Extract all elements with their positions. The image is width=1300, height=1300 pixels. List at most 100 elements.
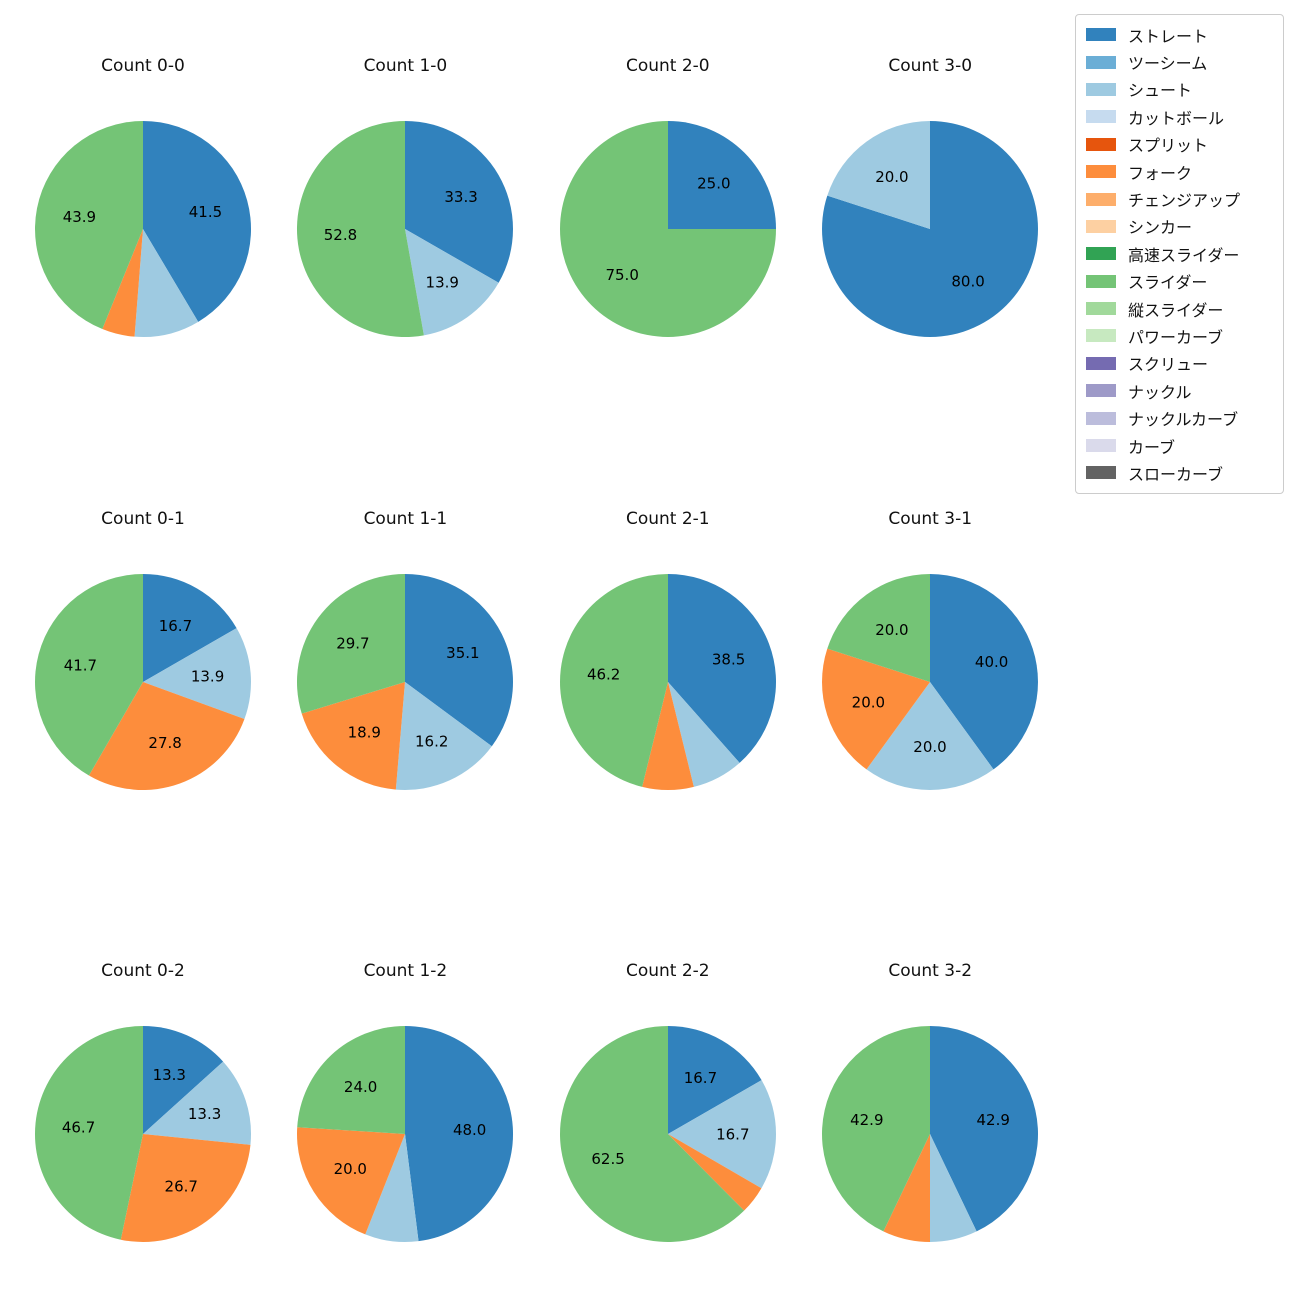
legend-label: スプリット bbox=[1128, 136, 1209, 156]
pie-slice-label: 13.3 bbox=[188, 1105, 221, 1123]
pie-slice-3 bbox=[297, 1026, 406, 1134]
legend-swatch-icon bbox=[1086, 192, 1116, 206]
pie-slice-2 bbox=[297, 120, 425, 337]
pie-slice-label: 16.7 bbox=[159, 617, 192, 635]
chart-title: Count 1-2 bbox=[363, 961, 448, 981]
pie-slice-label: 16.7 bbox=[716, 1125, 749, 1143]
legend-swatch-icon bbox=[1086, 411, 1116, 425]
pie-chart-count-3-0: 80.0 20.0 bbox=[822, 121, 1039, 337]
pie-slice-label: 25.0 bbox=[697, 174, 730, 192]
pie-slice-label: 24.0 bbox=[344, 1078, 377, 1096]
chart-title: Count 3-1 bbox=[888, 508, 973, 529]
chart-count-0-1: Count 0-1 16.7 13.9 27.8 41.7 bbox=[12, 506, 274, 793]
pie-slice-0 bbox=[667, 573, 776, 763]
chart-title: Count 0-1 bbox=[101, 508, 185, 529]
pie-chart-count-2-0: 25.0 75.0 bbox=[559, 121, 776, 337]
pie-slice-label: 16.2 bbox=[415, 732, 448, 750]
legend-item: カットボール bbox=[1076, 103, 1283, 130]
legend-swatch-icon bbox=[1086, 384, 1116, 398]
pie-chart-count-3-1: 40.0 20.0 20.0 20.0 bbox=[822, 573, 1039, 790]
legend-item: フォーク bbox=[1076, 158, 1283, 185]
chart-title: Count 2-1 bbox=[625, 508, 710, 529]
chart-count-1-0: Count 1-0 33.3 13.9 52.8 bbox=[274, 53, 536, 340]
legend-label: ストレート bbox=[1128, 26, 1209, 46]
legend-label: シンカー bbox=[1128, 218, 1193, 238]
legend-label: シュート bbox=[1128, 81, 1193, 101]
pie-slice-3 bbox=[34, 1026, 143, 1240]
pie-chart-count-1-1: 35.1 16.2 18.9 29.7 bbox=[297, 573, 514, 790]
pie-slice-0 bbox=[143, 121, 252, 322]
legend-label: チェンジアップ bbox=[1128, 191, 1241, 211]
legend-item: カーブ bbox=[1076, 432, 1283, 459]
pie-slice-label: 46.7 bbox=[62, 1119, 95, 1137]
pie-chart-count-2-2: 16.7 16.7 62.5 bbox=[559, 1026, 776, 1242]
chart-title: Count 2-2 bbox=[625, 961, 710, 981]
pie-chart-count-0-0: 41.5 43.9 bbox=[35, 121, 252, 338]
pie-slice-0 bbox=[405, 1026, 514, 1242]
pie-slice-label: 48.0 bbox=[453, 1121, 486, 1139]
pie-slice-3 bbox=[822, 1026, 931, 1232]
chart-count-1-1: Count 1-1 35.1 16.2 18.9 29.7 bbox=[274, 506, 536, 793]
pie-slice-label: 20.0 bbox=[852, 693, 885, 711]
pie-slice-label: 35.1 bbox=[447, 644, 480, 662]
pie-slice-2 bbox=[88, 681, 245, 790]
chart-count-2-0: Count 2-0 25.0 75.0 bbox=[537, 53, 799, 340]
pie-slice-3 bbox=[559, 1026, 744, 1242]
pie-slice-label: 52.8 bbox=[324, 226, 357, 244]
legend-item: チェンジアップ bbox=[1076, 185, 1283, 212]
pie-slice-label: 20.0 bbox=[875, 168, 908, 186]
legend-label: フォーク bbox=[1128, 163, 1193, 183]
legend-item: 縦スライダー bbox=[1076, 295, 1283, 322]
pie-slice-label: 41.5 bbox=[189, 203, 222, 221]
legend-swatch-icon bbox=[1086, 466, 1116, 480]
legend-label: ツーシーム bbox=[1128, 54, 1208, 74]
pie-slice-label: 20.0 bbox=[334, 1160, 367, 1178]
pie-chart-count-3-2: 42.9 42.9 bbox=[822, 1026, 1039, 1242]
legend-swatch-icon bbox=[1086, 439, 1116, 453]
pie-slice-0 bbox=[667, 121, 776, 229]
legend-item: 高速スライダー bbox=[1076, 240, 1283, 267]
pie-slice-1 bbox=[405, 229, 500, 336]
pie-slice-0 bbox=[667, 1026, 762, 1134]
legend-swatch-icon bbox=[1086, 329, 1116, 343]
pie-slice-0 bbox=[405, 121, 514, 283]
pie-slice-2 bbox=[120, 1134, 251, 1243]
chart-count-1-2: Count 1-2 48.0 20.0 24.0 bbox=[274, 958, 536, 1245]
chart-count-0-2: Count 0-2 13.3 13.3 26.7 46.7 bbox=[12, 958, 274, 1245]
pie-slice-1 bbox=[143, 627, 251, 719]
legend-item: シュート bbox=[1076, 76, 1283, 103]
chart-title: Count 2-0 bbox=[625, 56, 710, 76]
pie-slice-0 bbox=[930, 1026, 1039, 1232]
legend-label: スライダー bbox=[1128, 273, 1208, 293]
legend-item: スプリット bbox=[1076, 131, 1283, 158]
legend-swatch-icon bbox=[1086, 137, 1116, 151]
pie-slice-label: 18.9 bbox=[348, 723, 381, 741]
pie-slice-1 bbox=[559, 121, 776, 337]
pie-slice-3 bbox=[559, 573, 668, 787]
pie-slice-3 bbox=[827, 573, 931, 682]
legend-item: ナックル bbox=[1076, 377, 1283, 404]
chart-title: Count 1-1 bbox=[363, 508, 448, 529]
pie-slice-1 bbox=[827, 121, 931, 229]
legend-swatch-icon bbox=[1086, 356, 1116, 370]
chart-title: Count 0-2 bbox=[101, 961, 185, 981]
pie-chart-count-1-0: 33.3 13.9 52.8 bbox=[297, 120, 514, 337]
legend-label: ナックルカーブ bbox=[1128, 410, 1239, 430]
pie-slice-label: 13.9 bbox=[191, 667, 224, 685]
pie-slice-1 bbox=[930, 1134, 977, 1242]
pie-slice-2 bbox=[297, 1127, 406, 1235]
pie-slice-label: 33.3 bbox=[445, 188, 478, 206]
chart-count-2-2: Count 2-2 16.7 16.7 62.5 bbox=[537, 958, 799, 1245]
pie-slice-label: 16.7 bbox=[684, 1069, 717, 1087]
chart-title: Count 0-0 bbox=[101, 56, 185, 76]
pie-slice-1 bbox=[143, 1061, 251, 1145]
pie-slice-2 bbox=[102, 229, 143, 337]
legend-item: ナックルカーブ bbox=[1076, 404, 1283, 431]
pie-slice-label: 20.0 bbox=[913, 738, 946, 756]
legend-label: カットボール bbox=[1128, 108, 1225, 128]
legend-label: スクリュー bbox=[1128, 355, 1209, 375]
legend-label: スローカーブ bbox=[1128, 464, 1224, 484]
pie-slice-label: 27.8 bbox=[148, 734, 181, 752]
legend-item: スクリュー bbox=[1076, 350, 1283, 377]
chart-count-3-0: Count 3-0 80.0 20.0 bbox=[799, 53, 1061, 340]
